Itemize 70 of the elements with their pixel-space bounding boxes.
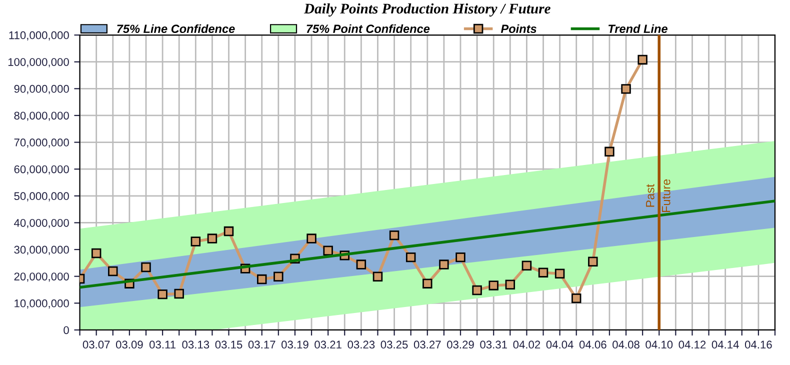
y-tick-label: 70,000,000 [14,138,69,148]
point [356,260,366,270]
point [604,146,614,157]
point [207,234,218,244]
point [588,256,598,266]
point [174,288,184,299]
point [389,230,400,240]
point [108,266,118,276]
point [439,260,449,270]
point [505,280,516,290]
point [488,280,498,290]
x-tick-label: 03.09 [116,340,143,349]
x-tick-label: 03.19 [282,340,308,349]
point [274,272,284,282]
x-tick-label: 03.23 [348,340,375,349]
y-tick-label: 10,000,000 [14,299,69,309]
point [158,289,168,300]
x-tick-label: 03.21 [314,340,342,349]
point [306,234,316,244]
annotation: Future [662,179,670,212]
x-tick-label: 04.02 [513,340,540,349]
x-tick-label: 04.08 [612,340,640,349]
legend-label: Points [500,24,536,33]
x-tick-label: 03.31 [480,340,507,349]
x-tick-label: 03.11 [149,340,176,349]
y-tick-label: 30,000,000 [14,246,69,255]
point [91,248,102,258]
x-tick-label: 03.29 [447,340,474,349]
point [472,285,482,296]
point [572,293,582,304]
point [456,252,466,262]
point [224,226,234,236]
point [422,278,432,288]
point [372,272,383,282]
point [621,84,631,94]
x-tick-label: 03.27 [414,340,441,349]
point [554,268,565,279]
point [257,274,267,284]
point [406,252,416,262]
x-tick-label: 04.14 [712,340,739,349]
y-tick-label: 0 [64,326,69,334]
x-tick-label: 04.04 [546,340,574,349]
y-tick-label: 40,000,000 [14,218,69,228]
y-tick-label: 90,000,000 [14,84,69,94]
x-tick-label: 03.07 [82,340,110,349]
x-tick-label: 03.15 [215,340,242,349]
legend-label: 75% Point Confidence [306,24,430,34]
ref-line-label: Past [646,184,654,207]
y-tick-label: 80,000,000 [14,112,69,121]
chart-title: Daily Points Production History / Future [304,3,550,17]
y-tick-label: 50,000,000 [14,192,69,202]
x-tick-label: 03.25 [380,340,408,349]
y-tick-label: 60,000,000 [14,165,69,175]
point [141,262,151,272]
y-tick-label: 100,000,000 [8,58,69,68]
x-tick-label: 03.17 [248,340,276,349]
x-tick-label: 04.06 [579,340,606,349]
x-tick-label: 04.16 [744,340,772,349]
x-tick-label: 04.10 [646,340,673,349]
y-tick-label: 20,000,000 [14,272,69,282]
point [323,246,333,256]
point [190,236,201,246]
legend-label: Trend Line [608,24,668,34]
x-tick-label: 04.12 [678,340,706,349]
point [538,268,548,278]
x-tick-label: 03.13 [182,340,210,349]
point [638,54,648,65]
legend-label: 75% Line Confidence [117,24,235,34]
y-tick-label: 110,000,000 [9,31,69,40]
point [522,260,532,270]
